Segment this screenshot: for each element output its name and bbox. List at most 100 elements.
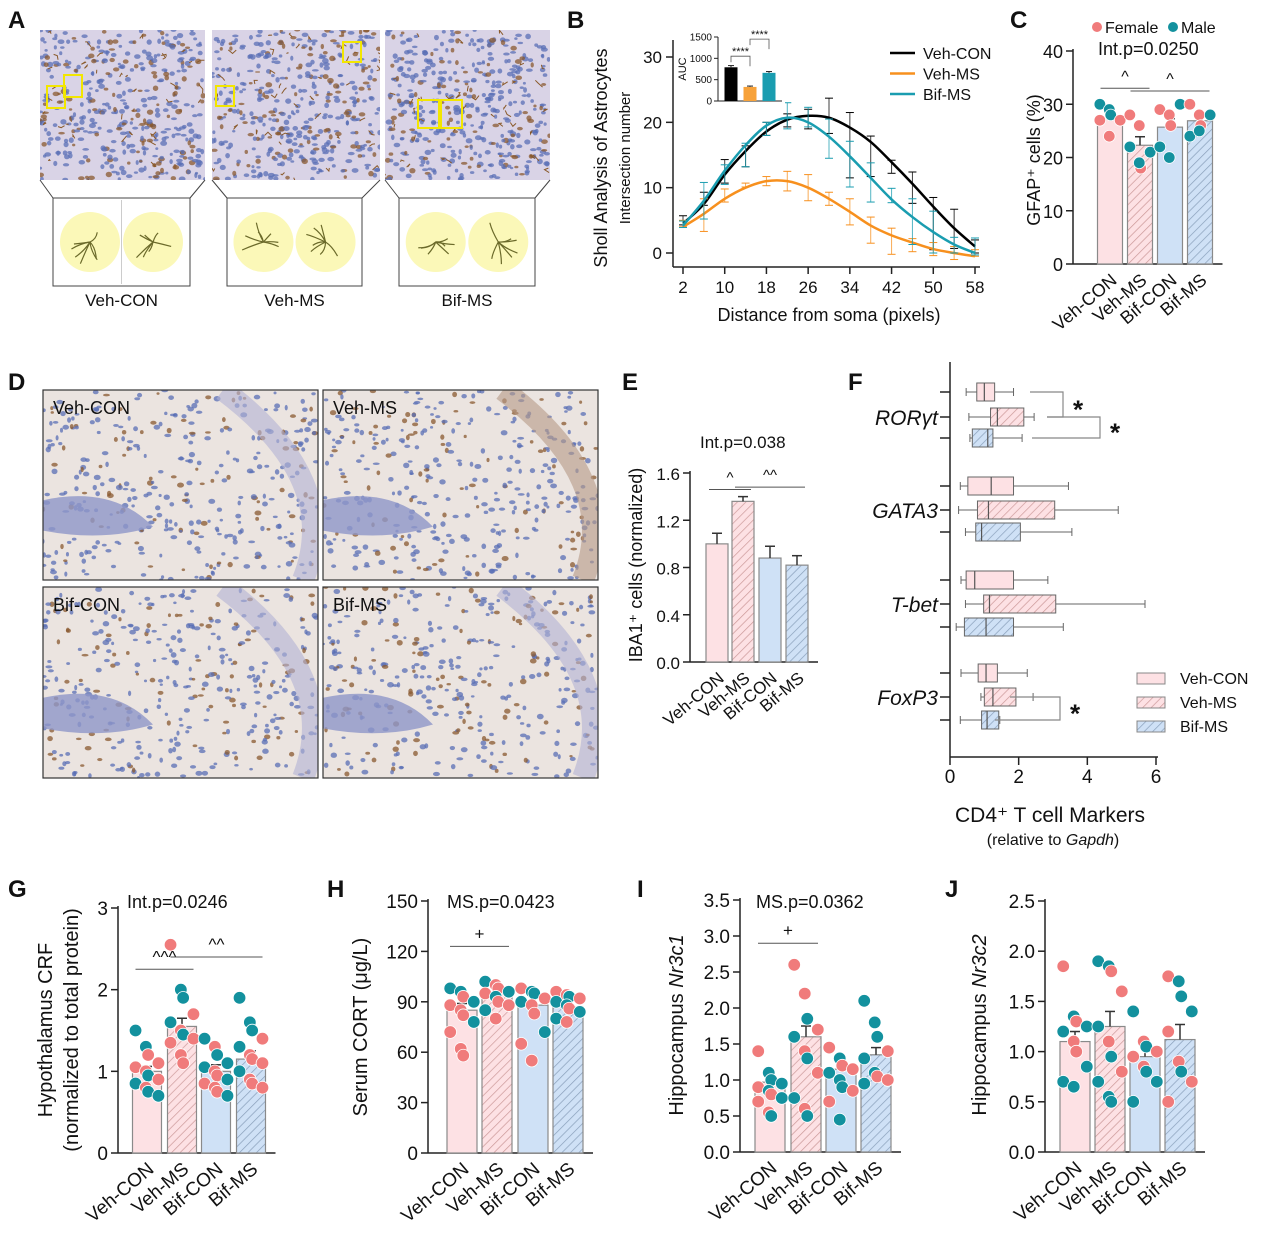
cell-nucleus	[455, 38, 460, 44]
cell-nucleus	[517, 41, 524, 45]
cell-nucleus	[345, 120, 349, 126]
cell-nucleus	[127, 446, 133, 451]
cell-nucleus	[95, 89, 99, 93]
cell-nucleus	[538, 138, 543, 142]
cell-nucleus	[370, 32, 377, 36]
cell-nucleus	[323, 496, 328, 500]
cell-nucleus	[427, 140, 432, 143]
cell-nucleus	[405, 173, 412, 179]
cell-nucleus	[244, 638, 252, 642]
astrocyte-stain	[458, 91, 461, 95]
cell-nucleus	[501, 138, 506, 143]
cell-nucleus	[227, 427, 233, 432]
cell-nucleus	[470, 124, 474, 127]
cell-nucleus	[519, 86, 524, 89]
cell-nucleus	[525, 68, 533, 72]
cell-nucleus	[45, 439, 53, 443]
cell-nucleus	[198, 749, 206, 754]
cell-nucleus	[557, 568, 563, 574]
cell-nucleus	[102, 621, 110, 627]
cell-nucleus	[432, 457, 439, 463]
cell-nucleus	[551, 610, 559, 615]
cell-nucleus	[203, 177, 205, 180]
cell-nucleus	[490, 765, 498, 771]
cell-nucleus	[311, 143, 318, 146]
cell-nucleus	[95, 587, 103, 592]
astrocyte-stain	[217, 73, 226, 81]
cell-nucleus	[502, 482, 508, 489]
cell-nucleus	[195, 159, 202, 165]
cell-nucleus	[399, 34, 403, 37]
cell-nucleus	[577, 441, 582, 446]
cell-nucleus	[217, 57, 222, 61]
cell-nucleus	[81, 34, 88, 39]
cell-nucleus	[268, 497, 275, 501]
cell-nucleus	[150, 95, 158, 100]
cell-nucleus	[126, 440, 134, 444]
cell-nucleus	[447, 595, 452, 602]
cell-nucleus	[64, 571, 68, 577]
astrocyte-stain	[150, 161, 157, 167]
cell-nucleus	[472, 593, 479, 599]
astrocyte-stain	[57, 125, 65, 129]
cell-nucleus	[180, 42, 186, 47]
cell-nucleus	[522, 111, 528, 115]
cell-nucleus	[110, 663, 116, 668]
cell-nucleus	[484, 738, 490, 742]
cell-nucleus	[362, 41, 367, 48]
cell-nucleus	[368, 430, 373, 435]
cell-nucleus	[361, 68, 366, 73]
cell-nucleus	[188, 520, 194, 526]
cell-nucleus	[530, 574, 535, 579]
cell-nucleus	[279, 134, 284, 140]
cell-nucleus	[75, 737, 82, 741]
cell-nucleus	[164, 523, 169, 529]
cell-nucleus	[490, 751, 494, 756]
significance-bracket	[749, 38, 770, 50]
cell-nucleus	[328, 30, 335, 34]
y-tick-label: 3.5	[704, 891, 730, 912]
cell-nucleus	[473, 151, 478, 156]
cell-nucleus	[431, 686, 436, 691]
astrocyte-stain	[413, 135, 416, 140]
panel-letter-j: J	[945, 876, 958, 903]
cell-nucleus	[46, 131, 52, 137]
astrocyte-stain	[529, 130, 533, 136]
cell-nucleus	[56, 62, 62, 67]
cell-nucleus	[137, 392, 143, 398]
cell-nucleus	[113, 423, 119, 427]
cell-nucleus	[437, 626, 443, 630]
cell-nucleus	[87, 91, 92, 97]
cell-nucleus	[43, 618, 48, 623]
cell-nucleus	[265, 40, 271, 46]
cell-nucleus	[438, 558, 445, 563]
cell-nucleus	[459, 173, 464, 178]
cell-nucleus	[302, 135, 308, 140]
astrocyte-stain	[270, 93, 278, 99]
cell-nucleus	[404, 444, 411, 448]
cell-nucleus	[453, 105, 461, 110]
astrocyte-stain	[69, 116, 72, 122]
cell-nucleus	[106, 490, 112, 497]
cell-nucleus	[450, 32, 456, 37]
male-data-point	[1163, 151, 1176, 164]
cell-nucleus	[567, 429, 571, 435]
bar-bif-ms	[1186, 120, 1214, 265]
cell-nucleus	[141, 49, 147, 54]
cell-nucleus	[588, 610, 596, 615]
cell-nucleus	[63, 138, 69, 143]
cell-nucleus	[404, 60, 411, 64]
astrocyte-process	[71, 241, 91, 250]
cell-nucleus	[297, 145, 305, 148]
cell-nucleus	[469, 87, 473, 93]
cell-nucleus	[228, 42, 233, 46]
cell-nucleus	[290, 55, 294, 61]
cell-nucleus	[188, 451, 196, 458]
cell-nucleus	[85, 175, 89, 179]
cell-nucleus	[390, 545, 396, 551]
cell-nucleus	[95, 602, 101, 608]
cell-nucleus	[194, 546, 201, 551]
cell-nucleus	[569, 562, 576, 568]
cell-nucleus	[567, 390, 574, 395]
cell-nucleus	[79, 102, 84, 107]
